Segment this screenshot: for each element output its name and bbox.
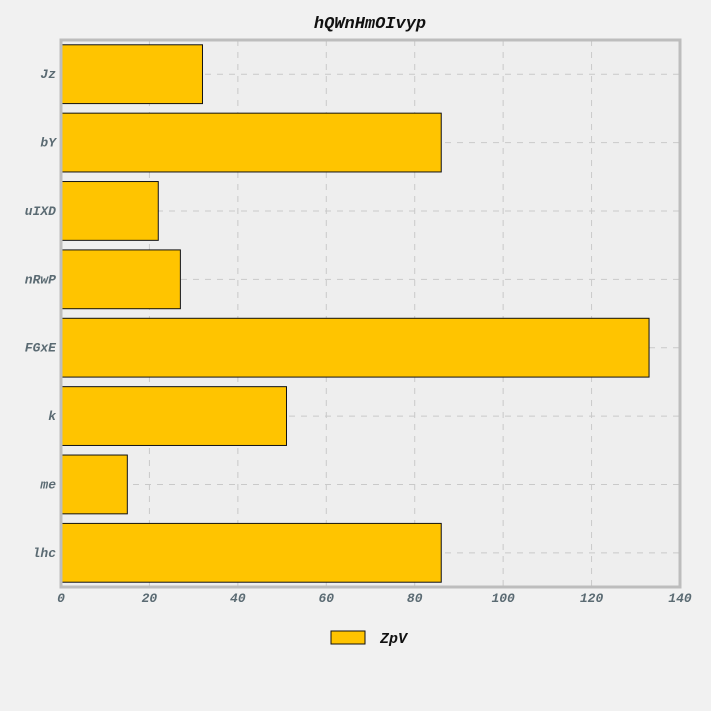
plot-frame	[59, 38, 682, 589]
x-tick-label: 0	[57, 591, 65, 606]
y-axis: Jz bY uIXD nRwP FGxE k me lhc	[25, 67, 57, 561]
bar-nRwP	[60, 249, 181, 310]
y-tick-label: nRwP	[25, 272, 56, 287]
chart-title: hQWnHmOIvyp	[314, 15, 426, 34]
bar-Jz	[60, 44, 203, 105]
bar-lhc	[60, 522, 442, 583]
legend-label: ZpV	[379, 631, 409, 648]
bar-uIXD	[60, 181, 159, 241]
x-tick-label: 140	[668, 591, 692, 606]
bar-FGxE	[60, 317, 650, 378]
legend-swatch	[330, 630, 366, 645]
x-tick-label: 40	[230, 591, 246, 606]
y-tick-label: lhc	[33, 546, 57, 561]
x-tick-label: 80	[407, 591, 423, 606]
x-axis: 0 20 40 60 80 100 120 140	[57, 591, 692, 606]
bars	[60, 44, 650, 583]
bar-me	[60, 454, 128, 515]
y-tick-label: me	[39, 477, 56, 492]
y-tick-label: Jz	[40, 67, 56, 82]
y-tick-label: bY	[40, 136, 57, 151]
bar-k	[60, 386, 287, 446]
x-tick-label: 60	[318, 591, 334, 606]
x-tick-label: 20	[142, 591, 158, 606]
y-tick-label: uIXD	[25, 204, 56, 219]
legend: ZpV	[330, 630, 409, 648]
x-tick-label: 120	[580, 591, 604, 606]
bar-bY	[60, 112, 442, 173]
x-tick-label: 100	[491, 591, 515, 606]
y-tick-label: k	[48, 409, 56, 424]
y-tick-label: FGxE	[25, 341, 57, 356]
